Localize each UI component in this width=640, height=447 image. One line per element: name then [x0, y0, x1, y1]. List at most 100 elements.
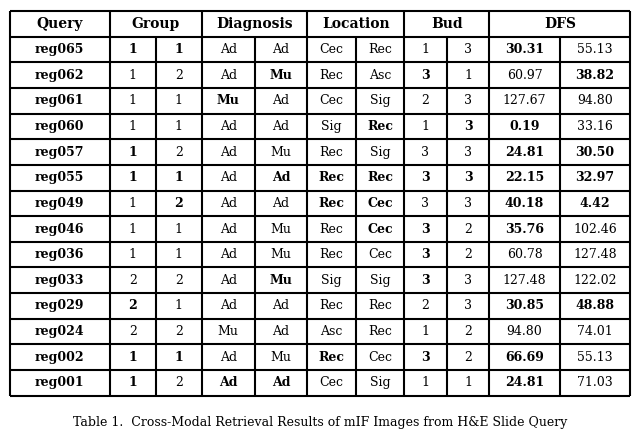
Text: reg036: reg036: [35, 248, 84, 261]
Text: 2: 2: [175, 146, 183, 159]
Text: 2: 2: [129, 274, 137, 287]
Text: 60.97: 60.97: [507, 69, 542, 82]
Text: 1: 1: [175, 94, 183, 107]
Text: Cec: Cec: [319, 376, 344, 389]
Text: Mu: Mu: [271, 223, 291, 236]
Text: Mu: Mu: [271, 350, 291, 364]
Text: 2: 2: [464, 248, 472, 261]
Text: 2: 2: [422, 299, 429, 312]
Text: reg002: reg002: [35, 350, 84, 364]
Text: DFS: DFS: [544, 17, 576, 31]
Text: Mu: Mu: [218, 325, 239, 338]
Text: 2: 2: [175, 376, 183, 389]
Text: 2: 2: [422, 94, 429, 107]
Text: 1: 1: [175, 350, 183, 364]
Text: 1: 1: [422, 43, 429, 56]
Text: Rec: Rec: [368, 299, 392, 312]
Text: Query: Query: [36, 17, 83, 31]
Text: 24.81: 24.81: [505, 376, 544, 389]
Text: Cec: Cec: [367, 223, 393, 236]
Text: Table 1.  Cross-Modal Retrieval Results of mIF Images from H&E Slide Query: Table 1. Cross-Modal Retrieval Results o…: [73, 416, 567, 429]
Text: reg029: reg029: [35, 299, 84, 312]
Text: Ad: Ad: [272, 197, 289, 210]
Text: Ad: Ad: [220, 43, 237, 56]
Text: 127.48: 127.48: [573, 248, 617, 261]
Text: Cec: Cec: [367, 197, 393, 210]
Text: Rec: Rec: [367, 120, 393, 133]
Text: 1: 1: [129, 94, 137, 107]
Text: Ad: Ad: [272, 43, 289, 56]
Text: 55.13: 55.13: [577, 43, 613, 56]
Text: Ad: Ad: [220, 274, 237, 287]
Text: 30.85: 30.85: [505, 299, 544, 312]
Text: Ad: Ad: [220, 350, 237, 364]
Text: Sig: Sig: [321, 120, 342, 133]
Text: 127.67: 127.67: [503, 94, 547, 107]
Text: Rec: Rec: [319, 223, 344, 236]
Text: Cec: Cec: [368, 350, 392, 364]
Text: Group: Group: [132, 17, 180, 31]
Text: 1: 1: [175, 223, 183, 236]
Text: Ad: Ad: [272, 94, 289, 107]
Text: Rec: Rec: [319, 146, 344, 159]
Text: 94.80: 94.80: [577, 94, 613, 107]
Text: 1: 1: [129, 197, 137, 210]
Text: Diagnosis: Diagnosis: [216, 17, 293, 31]
Text: Ad: Ad: [220, 120, 237, 133]
Text: reg024: reg024: [35, 325, 84, 338]
Text: 94.80: 94.80: [507, 325, 542, 338]
Text: 1: 1: [464, 69, 472, 82]
Text: 3: 3: [421, 171, 430, 184]
Text: 1: 1: [422, 325, 429, 338]
Text: Asc: Asc: [320, 325, 342, 338]
Text: Sig: Sig: [370, 146, 390, 159]
Text: reg061: reg061: [35, 94, 84, 107]
Text: Sig: Sig: [321, 274, 342, 287]
Text: Cec: Cec: [368, 248, 392, 261]
Text: 1: 1: [422, 376, 429, 389]
Text: 1: 1: [464, 376, 472, 389]
Text: Mu: Mu: [269, 274, 292, 287]
Text: Sig: Sig: [370, 94, 390, 107]
Text: 1: 1: [175, 248, 183, 261]
Text: 35.76: 35.76: [505, 223, 544, 236]
Text: Ad: Ad: [220, 248, 237, 261]
Text: Bud: Bud: [431, 17, 463, 31]
Text: reg057: reg057: [35, 146, 84, 159]
Text: 3: 3: [421, 223, 430, 236]
Text: 2: 2: [464, 350, 472, 364]
Text: Mu: Mu: [269, 69, 292, 82]
Text: Location: Location: [322, 17, 390, 31]
Text: 2: 2: [175, 69, 183, 82]
Text: 3: 3: [422, 146, 429, 159]
Text: 55.13: 55.13: [577, 350, 613, 364]
Text: 3: 3: [463, 120, 472, 133]
Text: 1: 1: [129, 120, 137, 133]
Text: 2: 2: [175, 325, 183, 338]
Text: 3: 3: [464, 274, 472, 287]
Text: reg001: reg001: [35, 376, 84, 389]
Text: 3: 3: [463, 171, 472, 184]
Text: Mu: Mu: [271, 248, 291, 261]
Text: reg060: reg060: [35, 120, 84, 133]
Text: 2: 2: [464, 325, 472, 338]
Text: reg062: reg062: [35, 69, 84, 82]
Text: 1: 1: [129, 223, 137, 236]
Text: Ad: Ad: [220, 146, 237, 159]
Text: Rec: Rec: [319, 299, 344, 312]
Text: reg065: reg065: [35, 43, 84, 56]
Text: 24.81: 24.81: [505, 146, 544, 159]
Text: Rec: Rec: [367, 171, 393, 184]
Text: 1: 1: [129, 171, 138, 184]
Text: Rec: Rec: [319, 197, 344, 210]
Text: 38.82: 38.82: [575, 69, 614, 82]
Text: Ad: Ad: [272, 120, 289, 133]
Text: reg055: reg055: [35, 171, 84, 184]
Text: 2: 2: [129, 325, 137, 338]
Text: Ad: Ad: [219, 376, 237, 389]
Text: Ad: Ad: [220, 299, 237, 312]
Text: 66.69: 66.69: [505, 350, 544, 364]
Text: 71.03: 71.03: [577, 376, 613, 389]
Text: Ad: Ad: [220, 197, 237, 210]
Text: 1: 1: [129, 350, 138, 364]
